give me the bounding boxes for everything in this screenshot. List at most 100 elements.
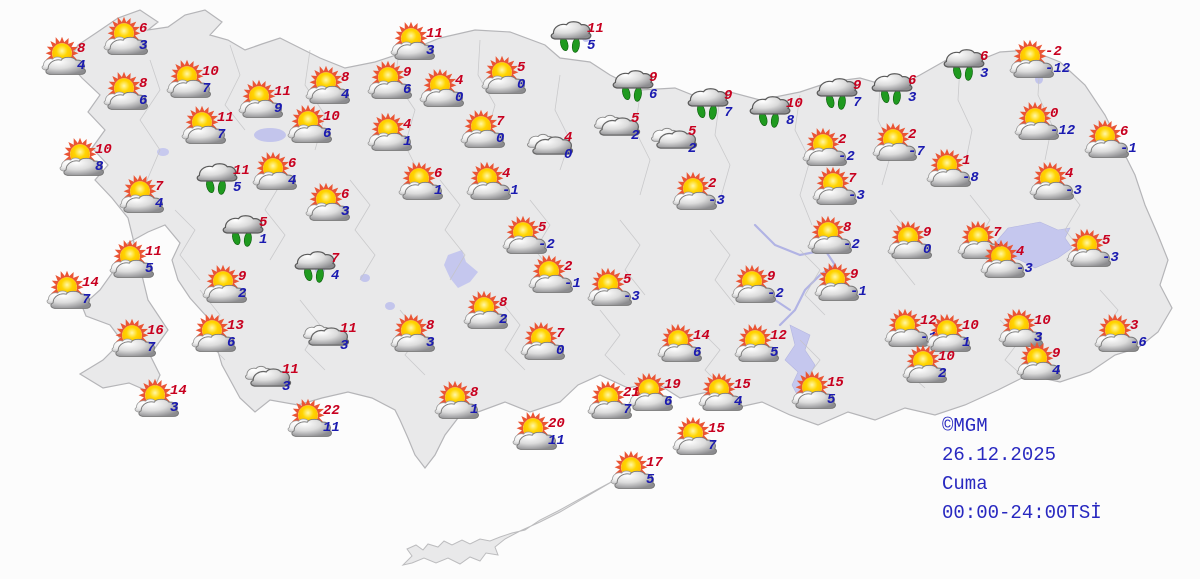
svg-text:15: 15 bbox=[827, 375, 844, 391]
svg-text:8: 8 bbox=[426, 318, 435, 334]
svg-text:8: 8 bbox=[470, 385, 479, 401]
svg-text:12: 12 bbox=[770, 328, 787, 344]
svg-text:16: 16 bbox=[147, 323, 164, 339]
svg-text:5: 5 bbox=[233, 180, 242, 196]
svg-text:8: 8 bbox=[499, 295, 508, 311]
svg-text:3: 3 bbox=[139, 38, 148, 54]
svg-text:6: 6 bbox=[341, 187, 350, 203]
svg-text:6: 6 bbox=[323, 126, 332, 142]
svg-text:5: 5 bbox=[646, 472, 655, 488]
svg-text:-3: -3 bbox=[848, 188, 865, 204]
svg-text:1: 1 bbox=[962, 335, 970, 351]
svg-text:7: 7 bbox=[848, 171, 857, 187]
svg-text:5: 5 bbox=[623, 272, 632, 288]
svg-text:15: 15 bbox=[708, 421, 725, 437]
svg-text:4: 4 bbox=[734, 394, 742, 410]
svg-text:-12: -12 bbox=[1045, 61, 1071, 77]
svg-text:2: 2 bbox=[838, 132, 847, 148]
svg-text:0: 0 bbox=[517, 77, 525, 93]
svg-text:7: 7 bbox=[556, 326, 565, 342]
svg-text:5: 5 bbox=[631, 111, 640, 127]
svg-text:9: 9 bbox=[853, 78, 861, 94]
svg-text:11: 11 bbox=[217, 110, 234, 126]
svg-text:15: 15 bbox=[734, 377, 751, 393]
svg-text:2: 2 bbox=[938, 366, 947, 382]
svg-text:6: 6 bbox=[693, 345, 702, 361]
svg-text:-3: -3 bbox=[1065, 183, 1082, 199]
svg-text:5: 5 bbox=[587, 38, 596, 54]
svg-text:7: 7 bbox=[147, 340, 156, 356]
svg-text:5: 5 bbox=[770, 345, 779, 361]
svg-text:-2: -2 bbox=[1045, 44, 1062, 60]
svg-text:7: 7 bbox=[496, 114, 505, 130]
svg-text:11: 11 bbox=[587, 21, 604, 37]
svg-text:3: 3 bbox=[282, 379, 291, 395]
svg-text:-1: -1 bbox=[502, 183, 519, 199]
svg-text:4: 4 bbox=[1052, 363, 1060, 379]
svg-text:9: 9 bbox=[1052, 346, 1060, 362]
svg-text:4: 4 bbox=[331, 268, 339, 284]
svg-text:-3: -3 bbox=[1102, 250, 1119, 266]
svg-text:11: 11 bbox=[548, 433, 565, 449]
svg-text:1: 1 bbox=[259, 232, 267, 248]
svg-text:10: 10 bbox=[962, 318, 979, 334]
svg-text:7: 7 bbox=[202, 81, 211, 97]
svg-text:-2: -2 bbox=[767, 286, 784, 302]
svg-text:7: 7 bbox=[708, 438, 717, 454]
svg-text:7: 7 bbox=[623, 402, 632, 418]
svg-text:8: 8 bbox=[77, 41, 86, 57]
svg-text:21: 21 bbox=[623, 385, 640, 401]
svg-text:4: 4 bbox=[1016, 244, 1024, 260]
svg-text:6: 6 bbox=[288, 156, 297, 172]
svg-text:7: 7 bbox=[724, 105, 733, 121]
svg-text:0: 0 bbox=[923, 242, 931, 258]
svg-text:4: 4 bbox=[403, 117, 411, 133]
svg-text:9: 9 bbox=[403, 65, 411, 81]
svg-text:10: 10 bbox=[938, 349, 955, 365]
svg-text:19: 19 bbox=[664, 377, 681, 393]
svg-text:9: 9 bbox=[724, 88, 732, 104]
svg-text:8: 8 bbox=[786, 113, 795, 129]
svg-text:-3: -3 bbox=[623, 289, 640, 305]
svg-text:10: 10 bbox=[95, 142, 112, 158]
svg-text:6: 6 bbox=[908, 73, 917, 89]
svg-text:5: 5 bbox=[688, 124, 697, 140]
svg-text:5: 5 bbox=[259, 215, 268, 231]
svg-text:-2: -2 bbox=[838, 149, 855, 165]
svg-text:3: 3 bbox=[340, 338, 349, 354]
svg-text:3: 3 bbox=[1130, 318, 1139, 334]
svg-text:10: 10 bbox=[323, 109, 340, 125]
svg-text:3: 3 bbox=[426, 335, 435, 351]
svg-text:11: 11 bbox=[323, 420, 340, 436]
svg-text:9: 9 bbox=[649, 70, 657, 86]
svg-text:3: 3 bbox=[170, 400, 179, 416]
svg-text:4: 4 bbox=[77, 58, 85, 74]
svg-text:-1: -1 bbox=[1120, 141, 1137, 157]
svg-text:11: 11 bbox=[340, 321, 357, 337]
svg-text:14: 14 bbox=[82, 275, 99, 291]
svg-text:-6: -6 bbox=[1130, 335, 1147, 351]
svg-text:2: 2 bbox=[631, 128, 640, 144]
svg-text:10: 10 bbox=[1034, 313, 1051, 329]
svg-text:17: 17 bbox=[646, 455, 663, 471]
svg-text:11: 11 bbox=[274, 84, 291, 100]
svg-text:0: 0 bbox=[1050, 106, 1058, 122]
svg-text:6: 6 bbox=[139, 21, 148, 37]
svg-text:4: 4 bbox=[455, 73, 463, 89]
svg-text:9: 9 bbox=[238, 269, 246, 285]
svg-text:1: 1 bbox=[403, 134, 411, 150]
svg-text:2: 2 bbox=[688, 141, 697, 157]
svg-text:9: 9 bbox=[850, 267, 858, 283]
svg-text:11: 11 bbox=[233, 163, 250, 179]
svg-text:11: 11 bbox=[145, 244, 162, 260]
svg-text:10: 10 bbox=[202, 64, 219, 80]
svg-text:6: 6 bbox=[649, 87, 658, 103]
svg-text:4: 4 bbox=[564, 130, 572, 146]
svg-text:6: 6 bbox=[434, 166, 443, 182]
svg-text:-3: -3 bbox=[708, 193, 725, 209]
svg-text:3: 3 bbox=[908, 90, 917, 106]
svg-text:4: 4 bbox=[288, 173, 296, 189]
svg-text:-2: -2 bbox=[843, 237, 860, 253]
svg-text:14: 14 bbox=[170, 383, 187, 399]
svg-text:1: 1 bbox=[962, 153, 970, 169]
